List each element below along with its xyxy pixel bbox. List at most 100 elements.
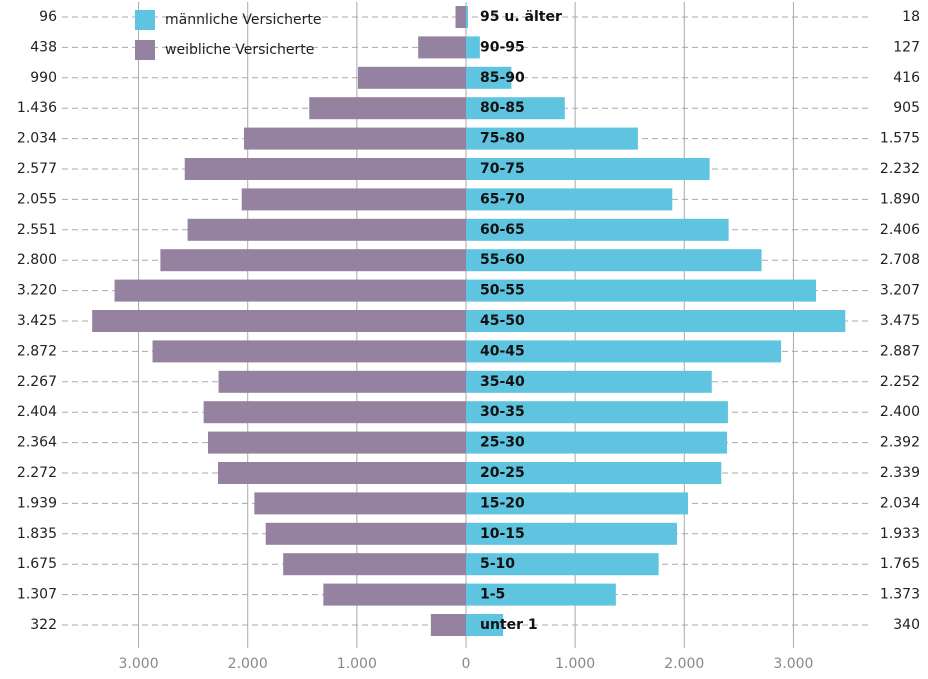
value-label: 416 (893, 70, 920, 86)
category-label: 20-25 (480, 465, 525, 481)
legend-label: männliche Versicherte (165, 12, 321, 28)
category-label: 85-90 (480, 70, 525, 86)
bar (466, 340, 782, 363)
value-label: 322 (30, 617, 57, 633)
value-label: 1.835 (17, 526, 57, 542)
bar (184, 158, 466, 180)
value-label: 2.267 (17, 374, 57, 390)
value-label: 1.675 (17, 556, 57, 572)
value-label: 18 (902, 9, 920, 25)
category-label: 25-30 (480, 435, 525, 451)
bar (254, 492, 466, 515)
value-label: 1.373 (880, 587, 920, 603)
category-label: 45-50 (480, 313, 525, 329)
value-label: 2.872 (17, 343, 57, 359)
bar (466, 249, 762, 272)
bar (265, 522, 466, 545)
bar (466, 614, 504, 636)
value-label: 438 (30, 39, 57, 55)
x-tick-label: 2.000 (228, 656, 268, 672)
value-label: 2.055 (17, 191, 57, 207)
bar (152, 340, 466, 363)
category-label: 35-40 (480, 374, 525, 390)
bar (187, 218, 466, 241)
value-label: 905 (893, 100, 920, 116)
category-label: 5-10 (480, 556, 515, 572)
bar (466, 36, 480, 59)
legend-swatch (135, 10, 155, 30)
category-label: 1-5 (480, 587, 505, 603)
category-label: 60-65 (480, 222, 525, 238)
category-label: 80-85 (480, 100, 525, 116)
bar (218, 462, 466, 484)
bar (466, 522, 677, 545)
value-label: 127 (893, 39, 920, 55)
bar (466, 401, 728, 424)
legend-swatch (135, 40, 155, 60)
bar (357, 66, 466, 89)
bar (114, 279, 466, 302)
value-label: 2.800 (17, 252, 57, 268)
bar (283, 553, 466, 576)
category-label: 90-95 (480, 39, 525, 55)
bar (466, 6, 468, 28)
value-label: 3.220 (17, 283, 57, 299)
value-label: 2.887 (880, 343, 920, 359)
value-label: 3.425 (17, 313, 57, 329)
category-label: 55-60 (480, 252, 525, 268)
value-label: 2.034 (17, 131, 57, 147)
value-label: 2.406 (880, 222, 920, 238)
bar (466, 97, 565, 120)
x-tick-label: 3.000 (773, 656, 813, 672)
bar (466, 66, 512, 89)
bar (466, 188, 673, 211)
bar (466, 218, 729, 241)
value-label: 2.708 (880, 252, 920, 268)
value-label: 1.939 (17, 495, 57, 511)
value-label: 2.339 (880, 465, 920, 481)
x-tick-label: 2.000 (664, 656, 704, 672)
value-label: 2.034 (880, 495, 920, 511)
value-label: 2.364 (17, 435, 57, 451)
x-tick-label: 3.000 (119, 656, 159, 672)
bar (207, 431, 467, 454)
value-label: 2.272 (17, 465, 57, 481)
category-label: 10-15 (480, 526, 525, 542)
value-label: 1.436 (17, 100, 57, 116)
bar (203, 401, 466, 424)
category-label: unter 1 (480, 617, 538, 633)
value-label: 2.551 (17, 222, 57, 238)
bar (244, 127, 466, 150)
bar (466, 127, 638, 150)
bar (455, 6, 466, 28)
category-label: 40-45 (480, 343, 525, 359)
value-label: 2.232 (880, 161, 920, 177)
bar (92, 310, 466, 332)
value-label: 3.475 (880, 313, 920, 329)
value-label: 96 (39, 9, 57, 25)
bar (466, 279, 817, 302)
category-label: 95 u. älter (480, 9, 562, 25)
value-label: 1.765 (880, 556, 920, 572)
x-tick-label: 0 (462, 656, 471, 672)
value-label: 1.575 (880, 131, 920, 147)
value-label: 2.252 (880, 374, 920, 390)
bar (466, 310, 846, 332)
bar (418, 36, 466, 59)
value-label: 2.577 (17, 161, 57, 177)
value-label: 2.404 (17, 404, 57, 420)
value-label: 990 (30, 70, 57, 86)
category-label: 65-70 (480, 191, 525, 207)
x-tick-label: 1.000 (555, 656, 595, 672)
category-label: 30-35 (480, 404, 525, 420)
category-label: 70-75 (480, 161, 525, 177)
bar (309, 97, 466, 120)
value-label: 2.392 (880, 435, 920, 451)
bar (466, 553, 659, 576)
category-label: 15-20 (480, 495, 525, 511)
bar (466, 583, 616, 606)
bar (466, 370, 712, 393)
bar (218, 370, 466, 393)
bar (466, 431, 728, 454)
